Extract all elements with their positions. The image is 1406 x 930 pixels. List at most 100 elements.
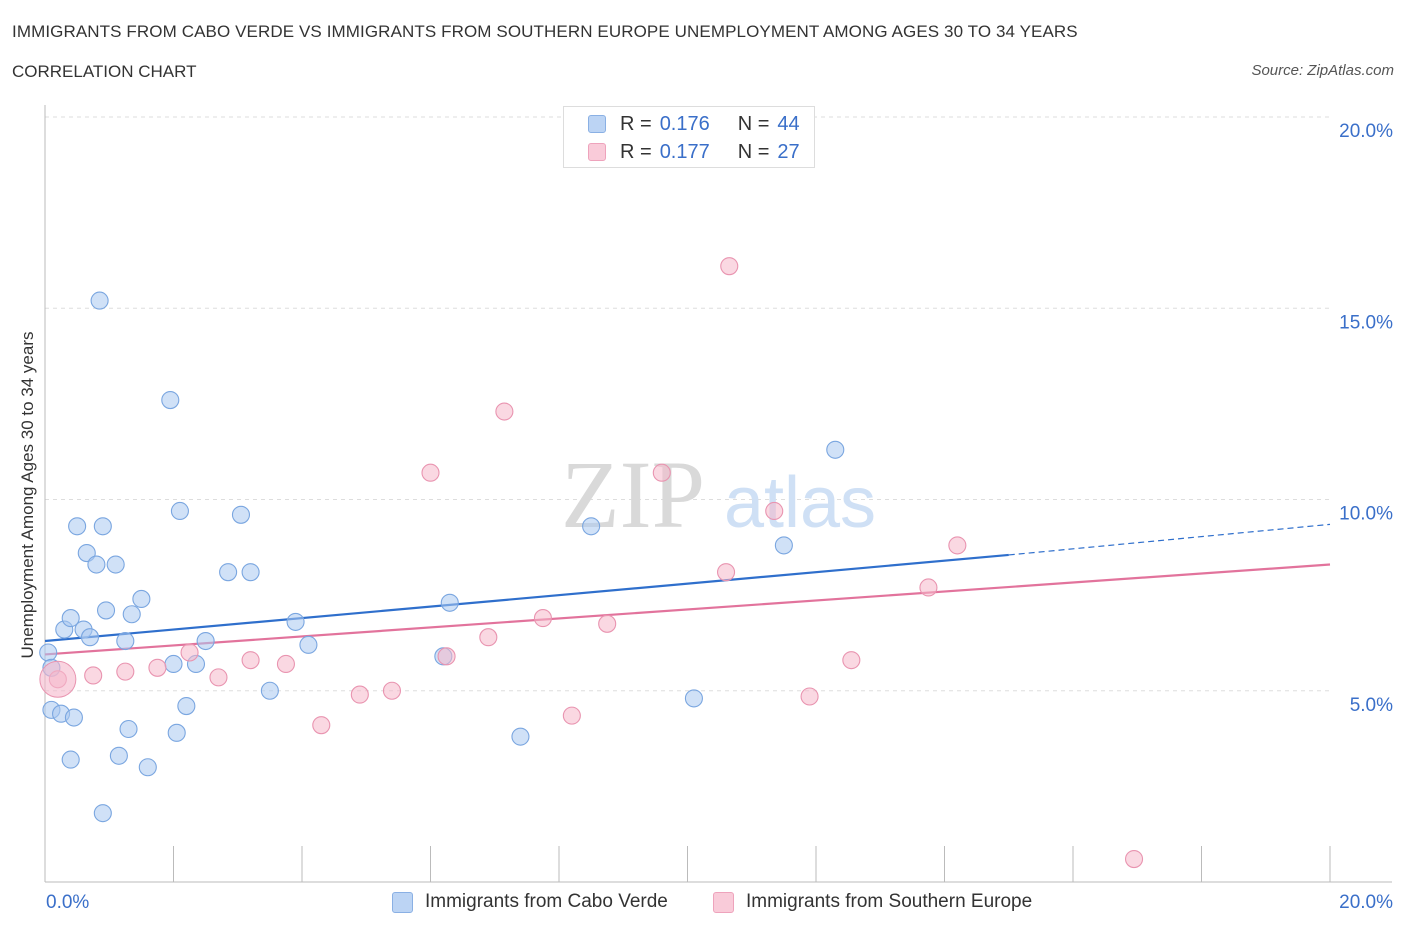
y-tick-label: 15.0% bbox=[1339, 312, 1393, 333]
chart-title: IMMIGRANTS FROM CABO VERDE VS IMMIGRANTS… bbox=[12, 22, 1078, 41]
axes bbox=[44, 105, 1392, 883]
point-cabo-verde bbox=[116, 631, 135, 651]
trend-line-southern-europe bbox=[44, 563, 1331, 656]
point-southern-europe bbox=[276, 654, 295, 674]
series-swatch-pink bbox=[713, 891, 734, 913]
point-cabo-verde bbox=[826, 440, 845, 459]
legend-r-label: R = bbox=[620, 112, 652, 135]
point-cabo-verde bbox=[138, 758, 157, 777]
point-southern-europe bbox=[312, 716, 331, 735]
point-cabo-verde bbox=[511, 727, 530, 746]
point-southern-europe bbox=[421, 463, 440, 482]
point-southern-europe bbox=[382, 681, 402, 700]
point-southern-europe bbox=[716, 563, 736, 582]
legend-n-value: 27 bbox=[777, 140, 800, 163]
point-southern-europe bbox=[241, 651, 260, 670]
point-cabo-verde bbox=[219, 563, 238, 582]
point-southern-europe bbox=[948, 536, 967, 555]
legend-n-value: 44 bbox=[777, 112, 800, 135]
point-cabo-verde bbox=[61, 609, 80, 628]
watermark-atlas: atlas bbox=[724, 463, 876, 543]
point-southern-europe bbox=[919, 578, 938, 597]
legend-r-value: 0.177 bbox=[659, 140, 710, 163]
point-southern-europe bbox=[116, 662, 135, 681]
y-tick-label: 5.0% bbox=[1350, 695, 1393, 716]
point-cabo-verde bbox=[109, 746, 128, 765]
point-cabo-verde bbox=[119, 719, 138, 739]
point-cabo-verde bbox=[582, 517, 601, 536]
point-cabo-verde bbox=[87, 555, 106, 574]
watermark-zip: ZIP bbox=[561, 441, 705, 548]
point-cabo-verde bbox=[132, 589, 151, 609]
point-southern-europe bbox=[84, 666, 103, 685]
point-cabo-verde bbox=[196, 631, 215, 651]
point-cabo-verde bbox=[231, 505, 251, 524]
series-label-southern-europe: Immigrants from Southern Europe bbox=[746, 891, 1033, 912]
trend-line-cabo-verde-extension bbox=[1008, 523, 1331, 556]
point-cabo-verde bbox=[39, 643, 58, 662]
point-cabo-verde bbox=[164, 654, 183, 674]
trend-lines bbox=[44, 523, 1331, 656]
point-cabo-verde bbox=[96, 601, 116, 620]
point-southern-europe bbox=[180, 643, 199, 662]
series-legend-cabo-verde: Immigrants from Cabo Verde bbox=[392, 889, 668, 915]
legend-n-label: N = bbox=[737, 112, 770, 135]
point-cabo-verde bbox=[93, 517, 112, 536]
point-southern-europe bbox=[765, 501, 784, 521]
legend-r-value: 0.176 bbox=[659, 112, 710, 135]
point-southern-europe bbox=[562, 706, 581, 725]
point-cabo-verde bbox=[93, 804, 112, 823]
point-cabo-verde bbox=[260, 681, 279, 700]
point-southern-europe-large bbox=[39, 660, 77, 698]
tick-labels: 5.0% 10.0% 15.0% 20.0% 0.0% 20.0% bbox=[46, 121, 1393, 913]
x-tick-label-min: 0.0% bbox=[46, 892, 89, 913]
point-southern-europe bbox=[598, 614, 617, 633]
legend-swatch-blue bbox=[588, 115, 606, 133]
point-cabo-verde bbox=[80, 628, 100, 647]
point-cabo-verde bbox=[177, 696, 196, 716]
y-tick-label: 20.0% bbox=[1339, 121, 1393, 142]
point-southern-europe bbox=[209, 668, 228, 687]
point-cabo-verde bbox=[299, 635, 318, 654]
legend-r-label: R = bbox=[620, 140, 652, 163]
point-southern-europe bbox=[842, 651, 861, 670]
legend-swatch-pink bbox=[588, 143, 606, 161]
point-cabo-verde bbox=[241, 563, 260, 582]
legend-row-cabo-verde: R = 0.176 N = 44 bbox=[588, 112, 800, 136]
point-cabo-verde bbox=[64, 708, 83, 727]
zipatlas-watermark: ZIP atlas bbox=[561, 441, 876, 548]
gridlines bbox=[45, 116, 1330, 692]
chart-subtitle: CORRELATION CHART bbox=[12, 62, 197, 81]
trend-line-cabo-verde bbox=[44, 553, 1009, 643]
point-southern-europe bbox=[437, 647, 456, 666]
series-swatch-blue bbox=[392, 891, 413, 913]
point-southern-europe bbox=[800, 687, 819, 706]
series-label-cabo-verde: Immigrants from Cabo Verde bbox=[425, 891, 668, 912]
legend-row-southern-europe: R = 0.177 N = 27 bbox=[588, 140, 800, 164]
point-cabo-verde bbox=[774, 536, 793, 555]
series-legend-southern-europe: Immigrants from Southern Europe bbox=[713, 889, 1032, 915]
point-cabo-verde bbox=[90, 291, 109, 310]
point-cabo-verde bbox=[440, 593, 459, 612]
point-southern-europe bbox=[652, 463, 671, 482]
point-cabo-verde bbox=[161, 390, 180, 410]
point-cabo-verde bbox=[684, 689, 703, 708]
point-cabo-verde bbox=[170, 501, 189, 521]
point-cabo-verde bbox=[61, 750, 80, 769]
point-southern-europe bbox=[148, 658, 167, 677]
point-southern-europe bbox=[533, 609, 552, 628]
point-cabo-verde bbox=[286, 612, 305, 631]
y-tick-label: 10.0% bbox=[1339, 504, 1393, 525]
point-cabo-verde bbox=[167, 723, 186, 742]
y-axis-label: Unemployment Among Ages 30 to 34 years bbox=[18, 331, 37, 659]
correlation-legend: R = 0.176 N = 44 R = 0.177 N = 27 bbox=[563, 106, 815, 168]
point-cabo-verde bbox=[106, 555, 125, 574]
data-points bbox=[39, 257, 1144, 869]
source-credit: Source: ZipAtlas.com bbox=[1251, 62, 1394, 79]
legend-n-label: N = bbox=[737, 140, 770, 163]
point-cabo-verde bbox=[68, 517, 87, 536]
point-southern-europe bbox=[479, 628, 498, 647]
point-southern-europe bbox=[1124, 849, 1144, 869]
point-southern-europe bbox=[350, 685, 369, 704]
